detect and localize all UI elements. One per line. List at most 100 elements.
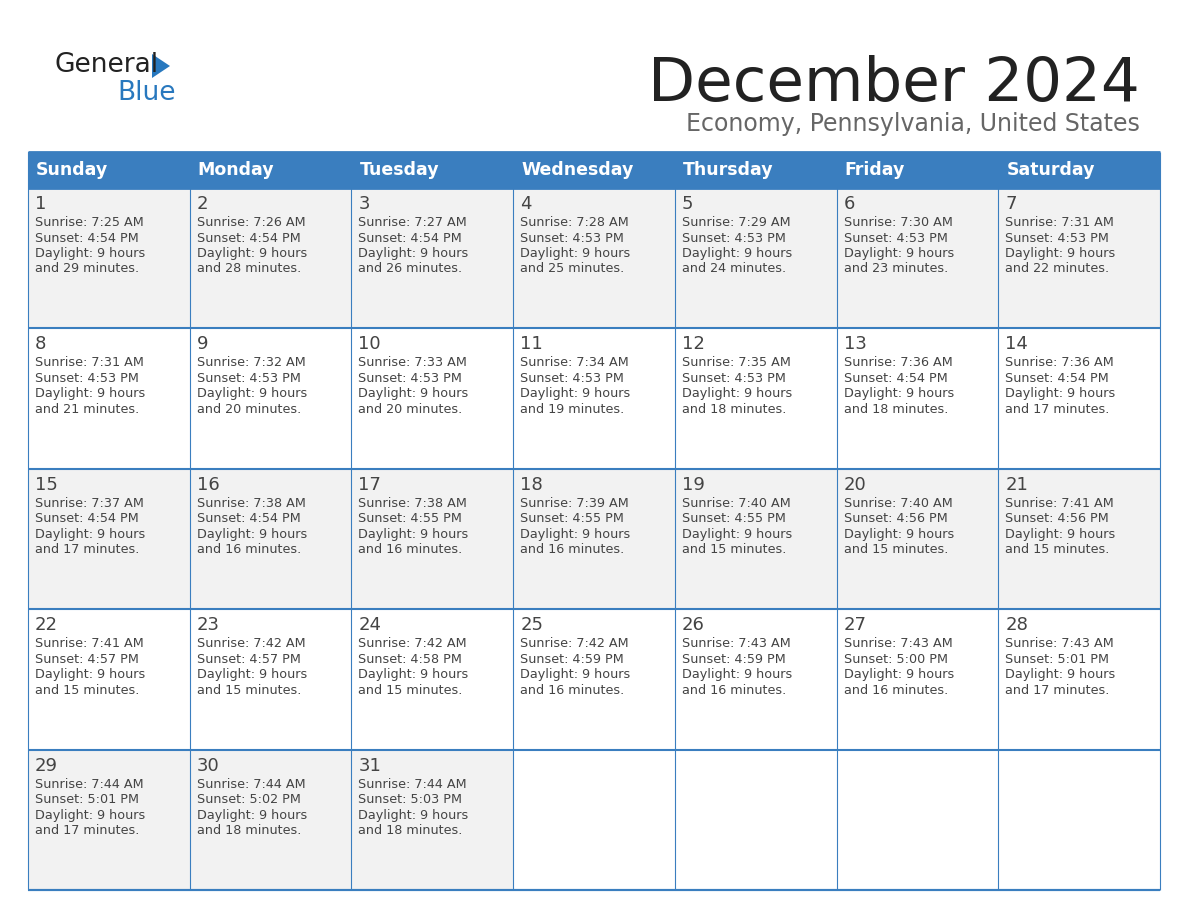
- Text: Daylight: 9 hours: Daylight: 9 hours: [359, 528, 469, 541]
- Text: Sunset: 4:53 PM: Sunset: 4:53 PM: [682, 231, 785, 244]
- Text: and 16 minutes.: and 16 minutes.: [520, 543, 625, 556]
- Text: Daylight: 9 hours: Daylight: 9 hours: [197, 668, 307, 681]
- Bar: [675, 469, 836, 610]
- Text: Saturday: Saturday: [1006, 161, 1095, 179]
- Bar: [190, 469, 352, 610]
- Text: 21: 21: [1005, 476, 1028, 494]
- Text: and 16 minutes.: and 16 minutes.: [359, 543, 462, 556]
- Text: Sunrise: 7:25 AM: Sunrise: 7:25 AM: [34, 216, 144, 229]
- Text: Daylight: 9 hours: Daylight: 9 hours: [1005, 668, 1116, 681]
- Text: 7: 7: [1005, 195, 1017, 213]
- Bar: [513, 152, 675, 188]
- Text: Sunrise: 7:44 AM: Sunrise: 7:44 AM: [359, 778, 467, 790]
- Polygon shape: [152, 54, 170, 78]
- Bar: [29, 188, 190, 329]
- Text: Sunset: 4:58 PM: Sunset: 4:58 PM: [359, 653, 462, 666]
- Text: Monday: Monday: [197, 161, 274, 179]
- Text: Daylight: 9 hours: Daylight: 9 hours: [359, 387, 469, 400]
- Text: Sunday: Sunday: [36, 161, 108, 179]
- Bar: [836, 152, 998, 188]
- Text: Sunrise: 7:36 AM: Sunrise: 7:36 AM: [1005, 356, 1114, 369]
- Text: Daylight: 9 hours: Daylight: 9 hours: [197, 809, 307, 822]
- Text: and 18 minutes.: and 18 minutes.: [682, 403, 786, 416]
- Text: Sunrise: 7:43 AM: Sunrise: 7:43 AM: [682, 637, 790, 650]
- Bar: [836, 750, 998, 890]
- Bar: [352, 469, 513, 610]
- Text: Sunrise: 7:29 AM: Sunrise: 7:29 AM: [682, 216, 790, 229]
- Text: Daylight: 9 hours: Daylight: 9 hours: [34, 387, 145, 400]
- Text: Sunset: 4:53 PM: Sunset: 4:53 PM: [1005, 231, 1110, 244]
- Text: Daylight: 9 hours: Daylight: 9 hours: [682, 387, 792, 400]
- Text: and 15 minutes.: and 15 minutes.: [197, 684, 301, 697]
- Text: Daylight: 9 hours: Daylight: 9 hours: [34, 668, 145, 681]
- Text: and 20 minutes.: and 20 minutes.: [197, 403, 301, 416]
- Text: Daylight: 9 hours: Daylight: 9 hours: [682, 247, 792, 260]
- Text: Blue: Blue: [116, 80, 176, 106]
- Text: Sunset: 5:03 PM: Sunset: 5:03 PM: [359, 793, 462, 806]
- Text: 13: 13: [843, 335, 866, 353]
- Text: Sunset: 4:59 PM: Sunset: 4:59 PM: [520, 653, 624, 666]
- Text: and 15 minutes.: and 15 minutes.: [359, 684, 463, 697]
- Text: Friday: Friday: [845, 161, 905, 179]
- Text: and 22 minutes.: and 22 minutes.: [1005, 263, 1110, 275]
- Text: 30: 30: [197, 756, 220, 775]
- Text: Sunset: 4:53 PM: Sunset: 4:53 PM: [34, 372, 139, 385]
- Text: Sunrise: 7:27 AM: Sunrise: 7:27 AM: [359, 216, 467, 229]
- Bar: [836, 329, 998, 469]
- Text: Daylight: 9 hours: Daylight: 9 hours: [34, 528, 145, 541]
- Text: Daylight: 9 hours: Daylight: 9 hours: [197, 528, 307, 541]
- Text: Sunset: 5:01 PM: Sunset: 5:01 PM: [34, 793, 139, 806]
- Text: Sunrise: 7:43 AM: Sunrise: 7:43 AM: [843, 637, 953, 650]
- Bar: [675, 329, 836, 469]
- Text: Sunset: 4:54 PM: Sunset: 4:54 PM: [34, 231, 139, 244]
- Bar: [513, 188, 675, 329]
- Text: 9: 9: [197, 335, 208, 353]
- Text: Sunset: 5:02 PM: Sunset: 5:02 PM: [197, 793, 301, 806]
- Text: 8: 8: [34, 335, 46, 353]
- Text: Sunrise: 7:36 AM: Sunrise: 7:36 AM: [843, 356, 953, 369]
- Text: Sunset: 5:01 PM: Sunset: 5:01 PM: [1005, 653, 1110, 666]
- Text: Sunset: 4:55 PM: Sunset: 4:55 PM: [682, 512, 785, 525]
- Text: and 23 minutes.: and 23 minutes.: [843, 263, 948, 275]
- Text: Sunset: 4:55 PM: Sunset: 4:55 PM: [359, 512, 462, 525]
- Text: Sunrise: 7:32 AM: Sunrise: 7:32 AM: [197, 356, 305, 369]
- Bar: [675, 152, 836, 188]
- Text: 20: 20: [843, 476, 866, 494]
- Bar: [513, 750, 675, 890]
- Bar: [998, 469, 1159, 610]
- Text: and 15 minutes.: and 15 minutes.: [34, 684, 139, 697]
- Text: and 24 minutes.: and 24 minutes.: [682, 263, 786, 275]
- Bar: [998, 610, 1159, 750]
- Text: 6: 6: [843, 195, 855, 213]
- Text: 25: 25: [520, 616, 543, 634]
- Text: 12: 12: [682, 335, 704, 353]
- Text: Wednesday: Wednesday: [522, 161, 633, 179]
- Text: Daylight: 9 hours: Daylight: 9 hours: [843, 387, 954, 400]
- Text: Sunset: 4:53 PM: Sunset: 4:53 PM: [197, 372, 301, 385]
- Text: Sunset: 4:54 PM: Sunset: 4:54 PM: [197, 512, 301, 525]
- Text: Daylight: 9 hours: Daylight: 9 hours: [197, 387, 307, 400]
- Text: and 15 minutes.: and 15 minutes.: [682, 543, 786, 556]
- Bar: [352, 610, 513, 750]
- Text: 11: 11: [520, 335, 543, 353]
- Bar: [190, 329, 352, 469]
- Text: Daylight: 9 hours: Daylight: 9 hours: [359, 809, 469, 822]
- Text: Sunrise: 7:43 AM: Sunrise: 7:43 AM: [1005, 637, 1114, 650]
- Bar: [190, 188, 352, 329]
- Text: 29: 29: [34, 756, 58, 775]
- Text: and 16 minutes.: and 16 minutes.: [682, 684, 786, 697]
- Text: Sunrise: 7:41 AM: Sunrise: 7:41 AM: [34, 637, 144, 650]
- Text: Daylight: 9 hours: Daylight: 9 hours: [34, 247, 145, 260]
- Text: Sunrise: 7:40 AM: Sunrise: 7:40 AM: [843, 497, 953, 509]
- Text: Sunset: 4:54 PM: Sunset: 4:54 PM: [197, 231, 301, 244]
- Text: December 2024: December 2024: [649, 55, 1140, 114]
- Bar: [675, 188, 836, 329]
- Text: and 21 minutes.: and 21 minutes.: [34, 403, 139, 416]
- Text: Sunrise: 7:40 AM: Sunrise: 7:40 AM: [682, 497, 790, 509]
- Text: Daylight: 9 hours: Daylight: 9 hours: [520, 247, 631, 260]
- Text: Daylight: 9 hours: Daylight: 9 hours: [1005, 247, 1116, 260]
- Text: Economy, Pennsylvania, United States: Economy, Pennsylvania, United States: [687, 112, 1140, 136]
- Text: 17: 17: [359, 476, 381, 494]
- Text: 24: 24: [359, 616, 381, 634]
- Text: Sunset: 4:53 PM: Sunset: 4:53 PM: [843, 231, 948, 244]
